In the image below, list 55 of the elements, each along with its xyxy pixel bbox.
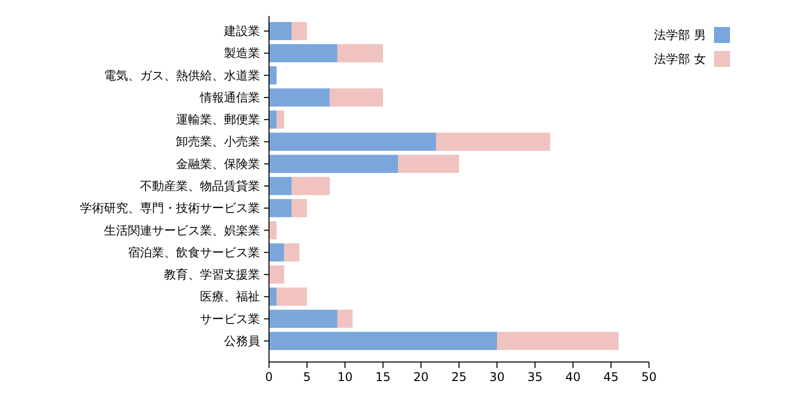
bar	[337, 44, 383, 62]
bar	[269, 288, 277, 306]
y-tick-label: 不動産業、物品賃貸業	[140, 179, 260, 193]
y-tick-label: 運輸業、郵便業	[176, 112, 260, 127]
x-tick-label: 20	[413, 370, 429, 384]
bar	[269, 332, 497, 350]
y-tick-label: 製造業	[224, 46, 260, 60]
bar	[269, 310, 338, 328]
bar	[292, 22, 307, 40]
bar	[269, 88, 330, 107]
bar	[269, 110, 277, 129]
bar	[436, 132, 550, 151]
bar	[269, 132, 436, 151]
bar	[398, 154, 459, 173]
bar	[292, 176, 330, 196]
x-tick-label: 45	[603, 370, 619, 384]
y-tick-label: 医療、福祉	[200, 290, 260, 304]
bar	[292, 199, 307, 218]
y-tick-label: 金融業、保険業	[176, 156, 260, 171]
y-tick-label: 建設業	[223, 24, 260, 38]
y-tick-label: 教育、学習支援業	[164, 268, 260, 282]
x-tick-label: 5	[303, 370, 311, 384]
x-tick-label: 10	[337, 370, 353, 384]
y-tick-label: 電気、ガス、熱供給、水道業	[104, 68, 260, 82]
y-tick-label: 生活関連サービス業、娯楽業	[104, 223, 260, 238]
bar	[269, 199, 292, 218]
y-tick-label: 情報通信業	[199, 90, 260, 104]
x-tick-label: 35	[527, 370, 543, 384]
y-tick-label: 宿泊業、飲食サービス業	[128, 245, 260, 260]
y-tick-label: サービス業	[200, 312, 260, 326]
bar	[269, 243, 284, 262]
x-tick-label: 40	[565, 370, 581, 384]
bar	[269, 66, 277, 84]
y-tick-label: 学術研究、専門・技術サービス業	[80, 201, 260, 216]
bar	[269, 22, 292, 40]
y-tick-label: 卸売業、小売業	[176, 134, 260, 149]
bar	[337, 310, 353, 328]
x-tick-label: 25	[451, 370, 467, 384]
bar	[330, 88, 383, 107]
bar	[497, 332, 619, 350]
bar	[276, 288, 307, 306]
legend-label: 法学部 女	[654, 52, 706, 66]
y-tick-label: 公務員	[224, 334, 260, 348]
x-tick-label: 50	[641, 370, 657, 384]
bar	[284, 243, 300, 262]
bar	[269, 44, 338, 62]
bar	[269, 154, 398, 173]
bar	[269, 176, 292, 196]
x-tick-label: 15	[375, 370, 391, 384]
x-tick-label: 0	[265, 370, 273, 384]
bar	[276, 110, 284, 129]
legend-label: 法学部 男	[654, 28, 706, 42]
x-tick-label: 30	[489, 370, 505, 384]
bar	[269, 265, 284, 284]
bar	[269, 221, 277, 240]
